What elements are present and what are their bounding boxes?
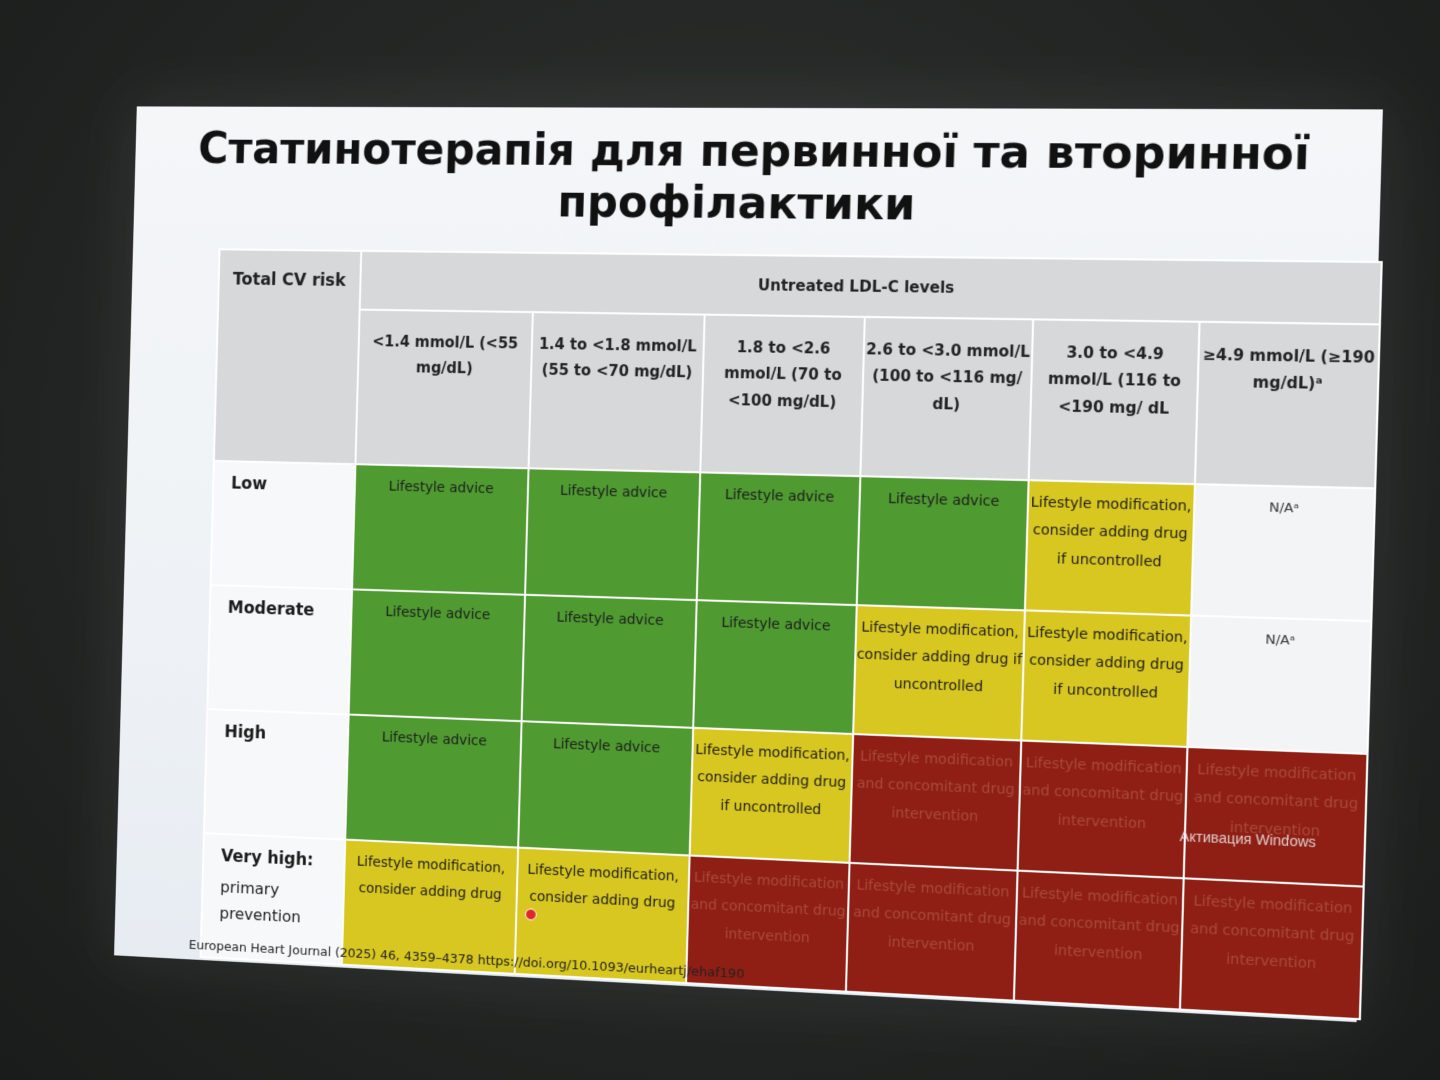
col-header: 1.8 to <2.6 mmol/L (70 to <100 mg/dL) [700, 315, 865, 477]
recommendation-cell-yellow: Lifestyle modification, consider adding … [853, 605, 1025, 740]
col-header: ≥4.9 mmol/L (≥190 mg/dL)ᵃ [1195, 322, 1380, 489]
col-header: 2.6 to <3.0 mmol/L (100 to <116 mg/ dL) [860, 317, 1033, 480]
recommendation-cell-na: N/Aᵃ [1191, 484, 1375, 621]
title-line-2: профілактики [134, 174, 1381, 236]
risk-level-label: High [204, 709, 349, 840]
recommendation-cell-green: Lifestyle advice [522, 595, 697, 728]
header-row-columns: <1.4 mmol/L (<55 mg/dL) 1.4 to <1.8 mmol… [214, 308, 1380, 489]
recommendation-cell-green: Lifestyle advice [525, 468, 700, 600]
title-line-1: Статинотерапія для первинної та вторинно… [135, 124, 1382, 182]
recommendation-cell-red: Lifestyle modification and concomitant d… [846, 863, 1018, 1001]
statin-therapy-table: Total CV risk Untreated LDL-C levels <1.… [200, 248, 1383, 1020]
slide-title: Статинотерапія для первинної та вторинно… [134, 124, 1383, 236]
recommendation-cell-green: Lifestyle advice [345, 715, 521, 848]
recommendation-cell-yellow: Lifestyle modification, consider adding … [1021, 610, 1191, 747]
col-header: 1.4 to <1.8 mmol/L (55 to <70 mg/dL) [529, 312, 705, 472]
risk-level-label: Low [211, 461, 356, 590]
recommendation-cell-red: Lifestyle modification and concomitant d… [1180, 878, 1364, 1019]
recommendation-cell-green: Lifestyle advice [352, 464, 528, 595]
risk-level-label: Moderate [207, 585, 352, 715]
risk-level-name: Very high: [221, 847, 314, 871]
recommendation-cell-green: Lifestyle advice [857, 476, 1029, 610]
recommendation-cell-na: N/Aᵃ [1187, 616, 1371, 754]
col-header: 3.0 to <4.9 mmol/L (116 to <190 mg/ dL [1029, 319, 1200, 484]
recommendation-cell-yellow: Lifestyle modification, consider adding … [1025, 480, 1195, 615]
projected-slide: Статинотерапія для первинної та вторинно… [114, 106, 1383, 1022]
recommendation-cell-red: Lifestyle modification and concomitant d… [850, 734, 1022, 871]
risk-level-name: High [224, 722, 266, 743]
table-body: Total CV risk Untreated LDL-C levels <1.… [201, 249, 1382, 1019]
risk-level-name: Moderate [228, 598, 315, 620]
recommendation-cell-green: Lifestyle advice [697, 472, 861, 605]
recommendation-cell-yellow: Lifestyle modification, consider adding … [690, 728, 853, 863]
risk-column-header: Total CV risk [214, 249, 361, 464]
recommendation-cell-green: Lifestyle advice [518, 721, 693, 855]
recommendation-cell-red: Lifestyle modification and concomitant d… [1018, 741, 1188, 879]
recommendation-cell-green: Lifestyle advice [349, 589, 525, 721]
risk-level-subtitle: primary prevention [219, 874, 334, 933]
risk-level-name: Low [231, 474, 267, 494]
recommendation-cell-green: Lifestyle advice [693, 600, 857, 734]
col-header: <1.4 mmol/L (<55 mg/dL) [355, 310, 532, 469]
recommendation-cell-red: Lifestyle modification and concomitant d… [1014, 871, 1184, 1010]
recommendation-cell-red: Lifestyle modification and concomitant d… [1184, 747, 1368, 887]
